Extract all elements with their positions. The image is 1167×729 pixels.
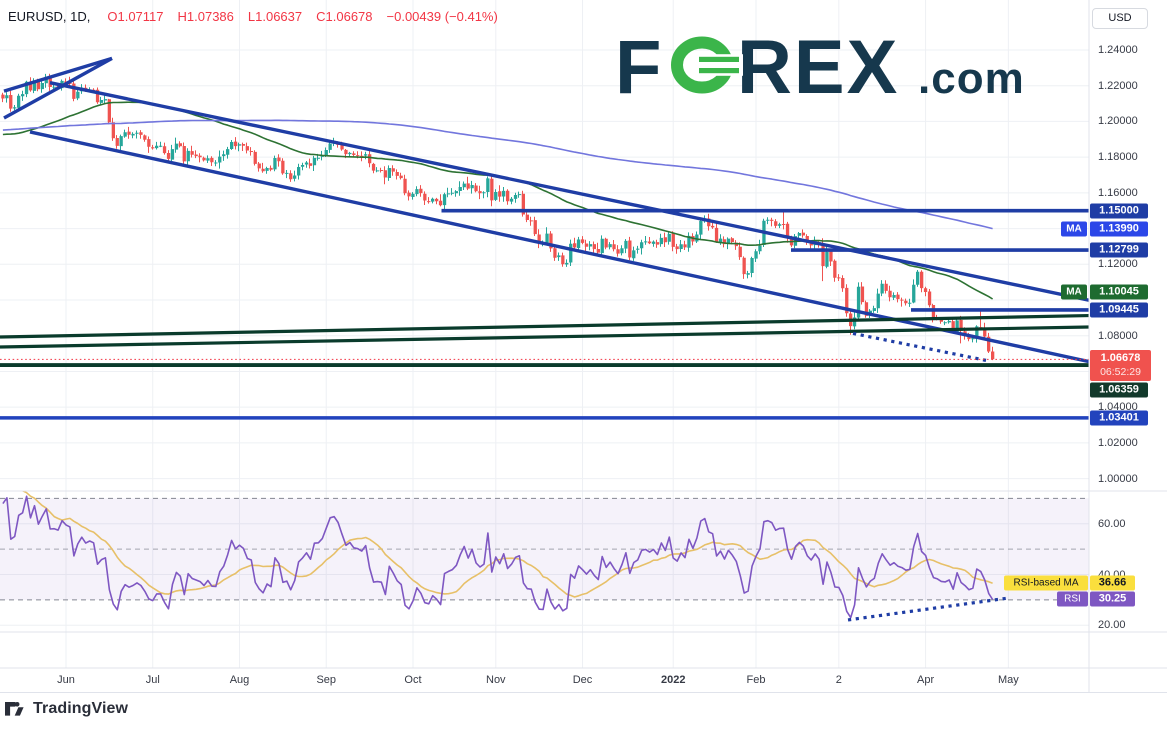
candle-wicks-down [2,73,993,361]
price-badge-1.12799: 1.12799 [1090,242,1148,258]
ma-pill-1.13990: MA [1061,221,1087,237]
trendline-support-upper [0,313,1089,339]
drawings [0,56,1089,420]
time-axis-label-Jun[interactable]: Jun [57,674,75,686]
rsi-line [2,495,994,619]
pane-borders [0,0,1167,693]
time-axis-label-Apr[interactable]: Apr [917,674,935,686]
price-axis-label-1.22000: 1.22000 [1098,79,1138,92]
ma-line-sma200 [2,119,993,230]
price-axis-label-1.16000: 1.16000 [1098,186,1138,199]
trendline-falling-dotted [852,331,987,362]
rsi-value-badge-RSI-based MA: 36.66 [1090,575,1135,591]
quote-currency-button[interactable]: USD [1092,8,1148,29]
price-axis-label-1.18000: 1.18000 [1098,151,1138,164]
symbol-title[interactable]: EURUSD, 1D, [8,9,91,24]
trendline-channel-lower [29,130,1089,364]
symbol-legend[interactable]: EURUSD, 1D, O1.07117 H1.07386 L1.06637 C… [8,8,512,25]
price-axis-label-1.04000: 1.04000 [1098,401,1138,414]
legend-close: C1.06678 [316,9,373,24]
forex-watermark: F REX .com [615,25,1025,110]
main-pane [1,73,995,361]
legend-low: L1.06637 [247,9,303,24]
tradingview-attribution[interactable]: TradingView [5,700,128,718]
tradingview-attribution-text[interactable]: TradingView [33,700,129,717]
rsi-value-badge-RSI: 30.25 [1090,591,1135,607]
price-axis-label-1.08000: 1.08000 [1098,329,1138,342]
price-badge-1.15000: 1.15000 [1090,203,1148,219]
price-axis-label-1.24000: 1.24000 [1098,44,1138,56]
time-axis-label-Jul[interactable]: Jul [145,674,160,686]
price-badge-1.03401: 1.03401 [1090,410,1148,426]
price-axis-label-1.00000: 1.00000 [1098,472,1138,485]
time-axis-label-Feb[interactable]: Feb [746,674,766,686]
time-axis-label-May[interactable]: May [997,674,1019,686]
price-axis-label-1.20000: 1.20000 [1098,115,1138,128]
price-badge-1.10045: 1.10045 [1090,284,1148,300]
watermark-tld: .com [918,54,1025,103]
watermark-brand-f: F [615,25,663,110]
tradingview-logo-icon [5,702,24,716]
ma-line-sma50 [2,101,994,300]
price-badge-1.13990: 1.13990 [1090,221,1148,237]
legend-high: H1.07386 [177,9,234,24]
candle-bodies-down [1,76,995,360]
rsi-label-badge-RSI-based MA: RSI-based MA [1004,575,1088,591]
time-axis-label-Nov[interactable]: Nov [486,674,506,686]
rsi-pane [0,491,1089,622]
ma-pill-1.10045: MA [1061,284,1087,300]
trendline-wedge-lower [3,56,113,120]
watermark-brand-rex: REX [737,25,899,110]
trendline-wedge-upper [3,56,113,93]
price-axis-label-1.02000: 1.02000 [1098,436,1138,449]
price-badge-1.06359: 1.06359 [1090,382,1148,398]
price-badge-1.06678: 1.06678 06:52:29 [1090,349,1151,381]
time-axis-label-Oct[interactable]: Oct [404,674,422,686]
trendline-channel-upper [49,81,1089,302]
time-axis-label-2[interactable]: 2 [835,674,842,686]
price-axis-label-1.12000: 1.12000 [1098,258,1138,271]
time-axis-label-Aug[interactable]: Aug [229,674,250,686]
rsi-axis-label-20.00: 20.00 [1098,619,1126,632]
trendline-support-lower [0,325,1089,349]
price-badge-1.09445: 1.09445 [1090,302,1148,318]
candle-wicks-up [6,73,977,343]
last-price-value: 1.06678 [1100,351,1141,364]
rsi-label-badge-RSI: RSI [1057,591,1088,607]
rsi-axis-label-60.00: 60.00 [1098,517,1126,530]
time-axis-label-Dec[interactable]: Dec [572,674,593,686]
legend-change: −0.00439 (−0.41%) [386,9,498,24]
bar-countdown: 06:52:29 [1100,365,1141,378]
legend-open: O1.07117 [107,9,164,24]
time-axis-label-2022[interactable]: 2022 [660,674,686,686]
rsi-trendline [847,596,1009,622]
time-axis-label-Sep[interactable]: Sep [316,674,337,686]
